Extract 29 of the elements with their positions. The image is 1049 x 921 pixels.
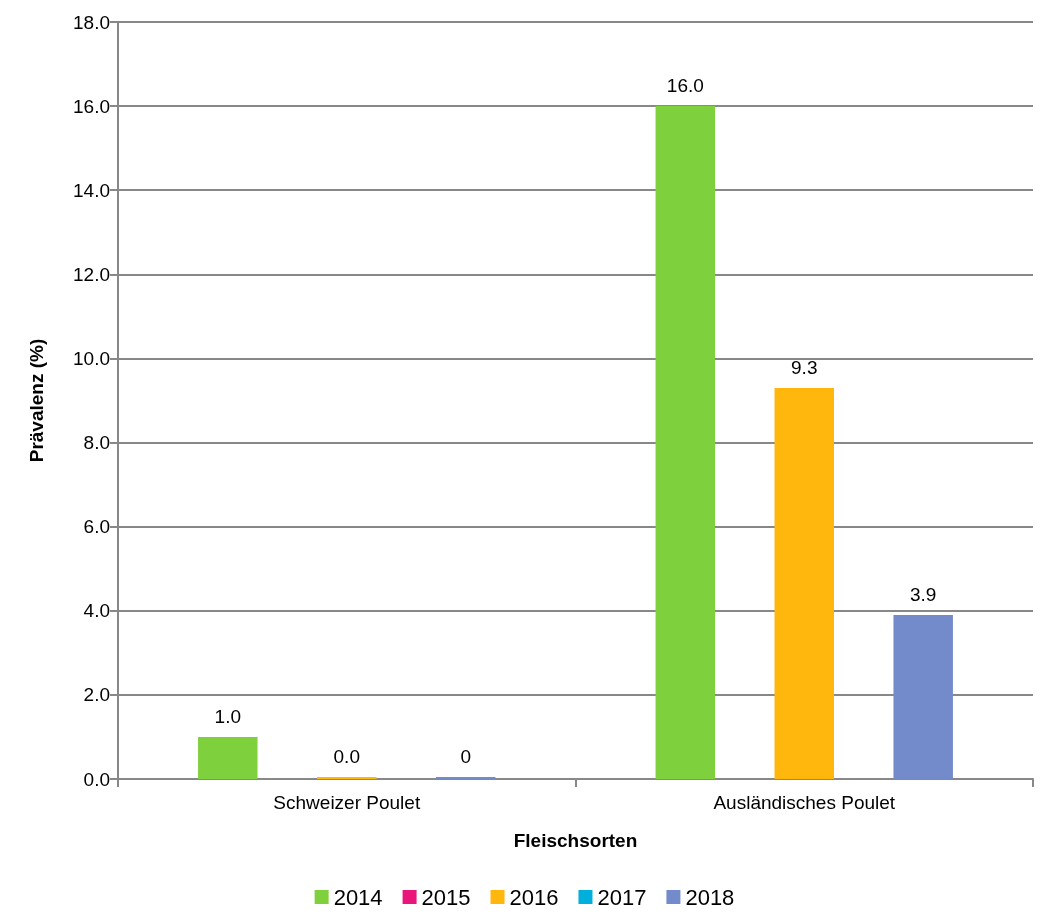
y-tick-label: 6.0 (83, 516, 110, 538)
y-tick-label: 2.0 (83, 684, 110, 706)
legend-label: 2016 (509, 884, 559, 910)
x-tick-label: Schweizer Poulet (273, 792, 421, 813)
y-tick-label: 0.0 (83, 768, 110, 790)
legend-label: 2014 (333, 884, 383, 910)
y-tick-label: 10.0 (73, 347, 110, 369)
y-tick-label: 12.0 (73, 263, 110, 285)
bar (774, 387, 834, 779)
legend-label: 2015 (421, 884, 471, 910)
data-label: 0 (460, 746, 471, 767)
bar (655, 106, 716, 779)
data-label: 9.3 (791, 356, 818, 378)
y-tick-label: 14.0 (73, 179, 110, 201)
data-label: 1.0 (214, 705, 242, 727)
y-tick-label: 18.0 (73, 11, 110, 33)
data-label: 3.9 (909, 583, 937, 605)
data-label: 0.0 (333, 746, 360, 767)
legend-label: 2017 (597, 884, 647, 910)
bar (893, 614, 953, 779)
x-axis-title: Fleischsorten (513, 830, 638, 851)
y-tick-label: 16.0 (73, 95, 110, 117)
data-label: 16.0 (666, 75, 704, 97)
legend-label: 2018 (685, 884, 735, 910)
x-tick-label: Ausländisches Poulet (713, 792, 896, 813)
bar (198, 736, 258, 779)
y-axis-title: Prävalenz (%) (26, 338, 47, 463)
y-tick-label: 4.0 (83, 600, 110, 622)
y-tick-label: 8.0 (83, 432, 110, 454)
